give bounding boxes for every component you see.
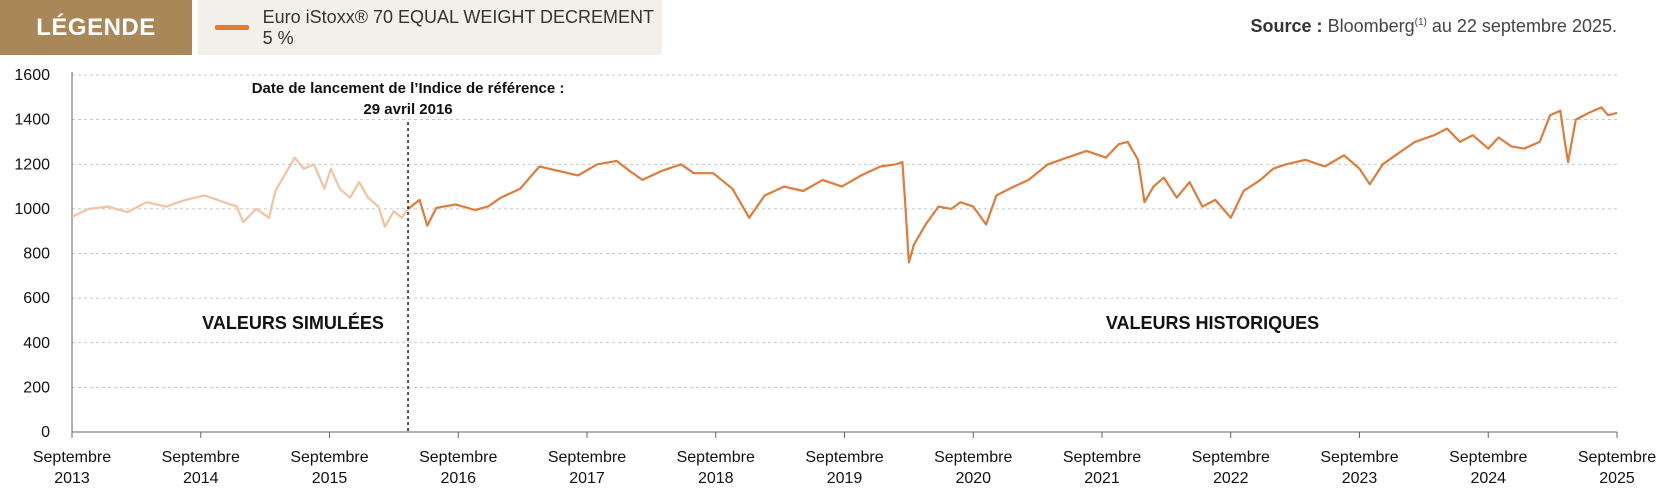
axis-layer: 0 200 400 600 800 1000 1200 1400 1600 Septembre 20… [14, 67, 1656, 487]
x-tick-label: 2016 [440, 470, 476, 487]
region-label-historical: VALEURS HISTORIQUES [1106, 313, 1319, 333]
x-tick-label: 2024 [1470, 470, 1506, 487]
x-tick-label: Septembre [290, 449, 368, 466]
x-tick-label: 2020 [955, 470, 991, 487]
x-tick-label: Septembre [419, 449, 497, 466]
x-tick-label: Septembre [934, 449, 1012, 466]
legend-box: Euro iStoxx® 70 EQUAL WEIGHT DECREMENT 5… [198, 0, 662, 55]
x-tick-label: Septembre [1578, 449, 1656, 466]
x-tick-label: Septembre [805, 449, 883, 466]
x-tick-label: Septembre [677, 449, 755, 466]
x-tick-label: 2013 [54, 470, 90, 487]
y-tick-label: 600 [23, 290, 50, 307]
legend-tag: LÉGENDE [0, 0, 192, 55]
x-tick-label: 2023 [1342, 470, 1378, 487]
y-tick-label: 1400 [14, 112, 50, 129]
x-tick-label: 2015 [312, 470, 348, 487]
grid-layer [72, 74, 1617, 388]
legend-tag-label: LÉGENDE [36, 13, 156, 41]
x-tick-label: 2022 [1213, 470, 1249, 487]
x-tick-label: 2017 [569, 470, 605, 487]
y-tick-label: 800 [23, 246, 50, 263]
legend-swatch [215, 25, 249, 30]
legend-series-label: Euro iStoxx® 70 EQUAL WEIGHT DECREMENT 5… [262, 6, 654, 48]
x-tick-label: 2018 [698, 470, 734, 487]
y-tick-label: 1200 [14, 156, 50, 173]
launch-annotation-line2: 29 avril 2016 [363, 101, 452, 118]
region-label-simulated: VALEURS SIMULÉES [202, 312, 384, 333]
y-tick-label: 1600 [14, 67, 50, 84]
x-tick-label: Septembre [1063, 449, 1141, 466]
series-layer [71, 106, 1618, 264]
x-tick-label: Septembre [33, 449, 111, 466]
y-tick-label: 200 [23, 379, 50, 396]
x-tick-label: 2021 [1084, 470, 1120, 487]
x-tick-label: 2025 [1599, 470, 1635, 487]
source-text-after: au 22 septembre 2025. [1431, 16, 1617, 36]
y-tick-label: 1000 [14, 201, 50, 218]
x-tick-label: 2019 [827, 470, 863, 487]
series-line-simulated [71, 156, 409, 228]
x-tick-label: 2014 [183, 470, 219, 487]
series-line-historical [407, 106, 1618, 264]
x-tick-label: Septembre [162, 449, 240, 466]
source-sup: (1) [1414, 17, 1427, 28]
x-tick-label: Septembre [1449, 449, 1527, 466]
source-bold: Source : [1250, 16, 1323, 36]
x-tick-label: Septembre [1192, 449, 1270, 466]
y-tick-label: 0 [41, 424, 50, 441]
source-note: Source : Bloomberg(1) au 22 septembre 20… [1251, 16, 1617, 37]
x-tick-label: Septembre [1320, 449, 1398, 466]
x-tick-label: Septembre [548, 449, 626, 466]
launch-annotation-line1: Date de lancement de l’Indice de référen… [252, 80, 565, 97]
source-text-before: Bloomberg [1327, 16, 1415, 36]
y-tick-label: 400 [23, 335, 50, 352]
